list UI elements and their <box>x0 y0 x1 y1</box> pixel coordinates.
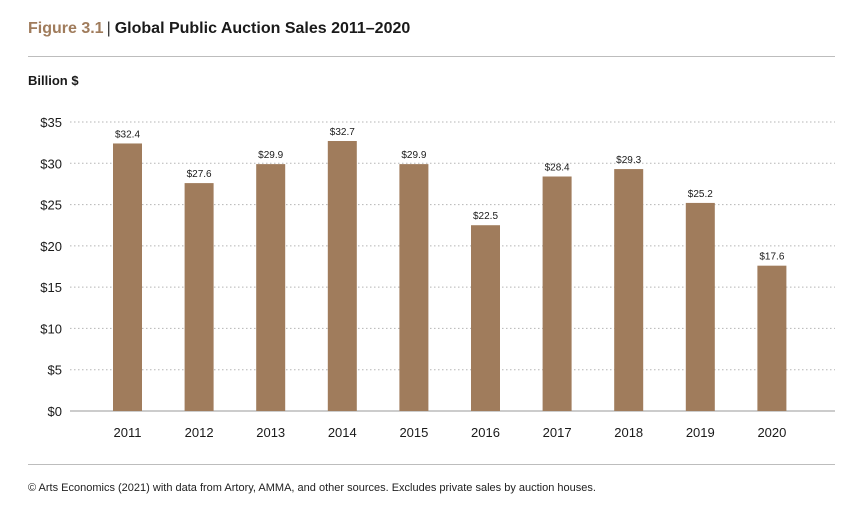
data-label-2018: $29.3 <box>616 155 641 166</box>
x-tick-label-2012: 2012 <box>185 425 214 440</box>
data-label-2011: $32.4 <box>115 129 140 140</box>
y-tick-label: $15 <box>40 280 62 295</box>
bar-2015 <box>399 164 429 411</box>
bar-2012 <box>184 183 214 411</box>
top-rule <box>28 56 835 57</box>
x-tick-label-2015: 2015 <box>399 425 428 440</box>
x-tick-label-2019: 2019 <box>686 425 715 440</box>
bottom-rule <box>28 464 835 465</box>
title-separator: | <box>106 20 111 37</box>
figure-header: Figure 3.1 | Global Public Auction Sales 2… <box>28 20 410 38</box>
y-tick-label: $35 <box>40 115 62 130</box>
x-tick-label-2011: 2011 <box>114 425 142 440</box>
data-label-2014: $32.7 <box>330 127 355 138</box>
data-label-2016: $22.5 <box>473 211 498 222</box>
source-note: © Arts Economics (2021) with data from A… <box>28 482 596 494</box>
y-tick-label: $20 <box>40 239 62 254</box>
y-tick-label: $30 <box>40 156 62 171</box>
x-tick-label-2018: 2018 <box>614 425 643 440</box>
data-label-2013: $29.9 <box>258 150 283 161</box>
bar-2018 <box>614 169 644 411</box>
data-label-2012: $27.6 <box>187 169 212 180</box>
bar-2011 <box>113 143 142 411</box>
figure-number: Figure 3.1 <box>28 20 104 37</box>
y-axis-label: Billion $ <box>28 73 79 88</box>
data-label-2017: $28.4 <box>545 162 570 173</box>
data-label-2019: $25.2 <box>688 189 713 200</box>
bar-2019 <box>685 202 715 411</box>
y-tick-label: $25 <box>40 198 62 213</box>
x-tick-label-2016: 2016 <box>471 425 500 440</box>
x-tick-label-2013: 2013 <box>256 425 285 440</box>
y-tick-label: $5 <box>48 363 62 378</box>
bar-2020 <box>757 265 787 411</box>
bar-2013 <box>256 164 286 411</box>
x-tick-label-2020: 2020 <box>757 425 786 440</box>
chart-title: Global Public Auction Sales 2011–2020 <box>114 20 411 37</box>
data-label-2015: $29.9 <box>401 150 426 161</box>
data-label-2020: $17.6 <box>759 252 784 263</box>
y-tick-label: $10 <box>40 321 62 336</box>
y-tick-label: $0 <box>48 404 62 419</box>
bar-2014 <box>327 140 357 411</box>
x-tick-label-2017: 2017 <box>543 425 572 440</box>
bar-2017 <box>542 176 572 411</box>
bar-2016 <box>471 225 500 411</box>
x-tick-label-2014: 2014 <box>328 425 357 440</box>
